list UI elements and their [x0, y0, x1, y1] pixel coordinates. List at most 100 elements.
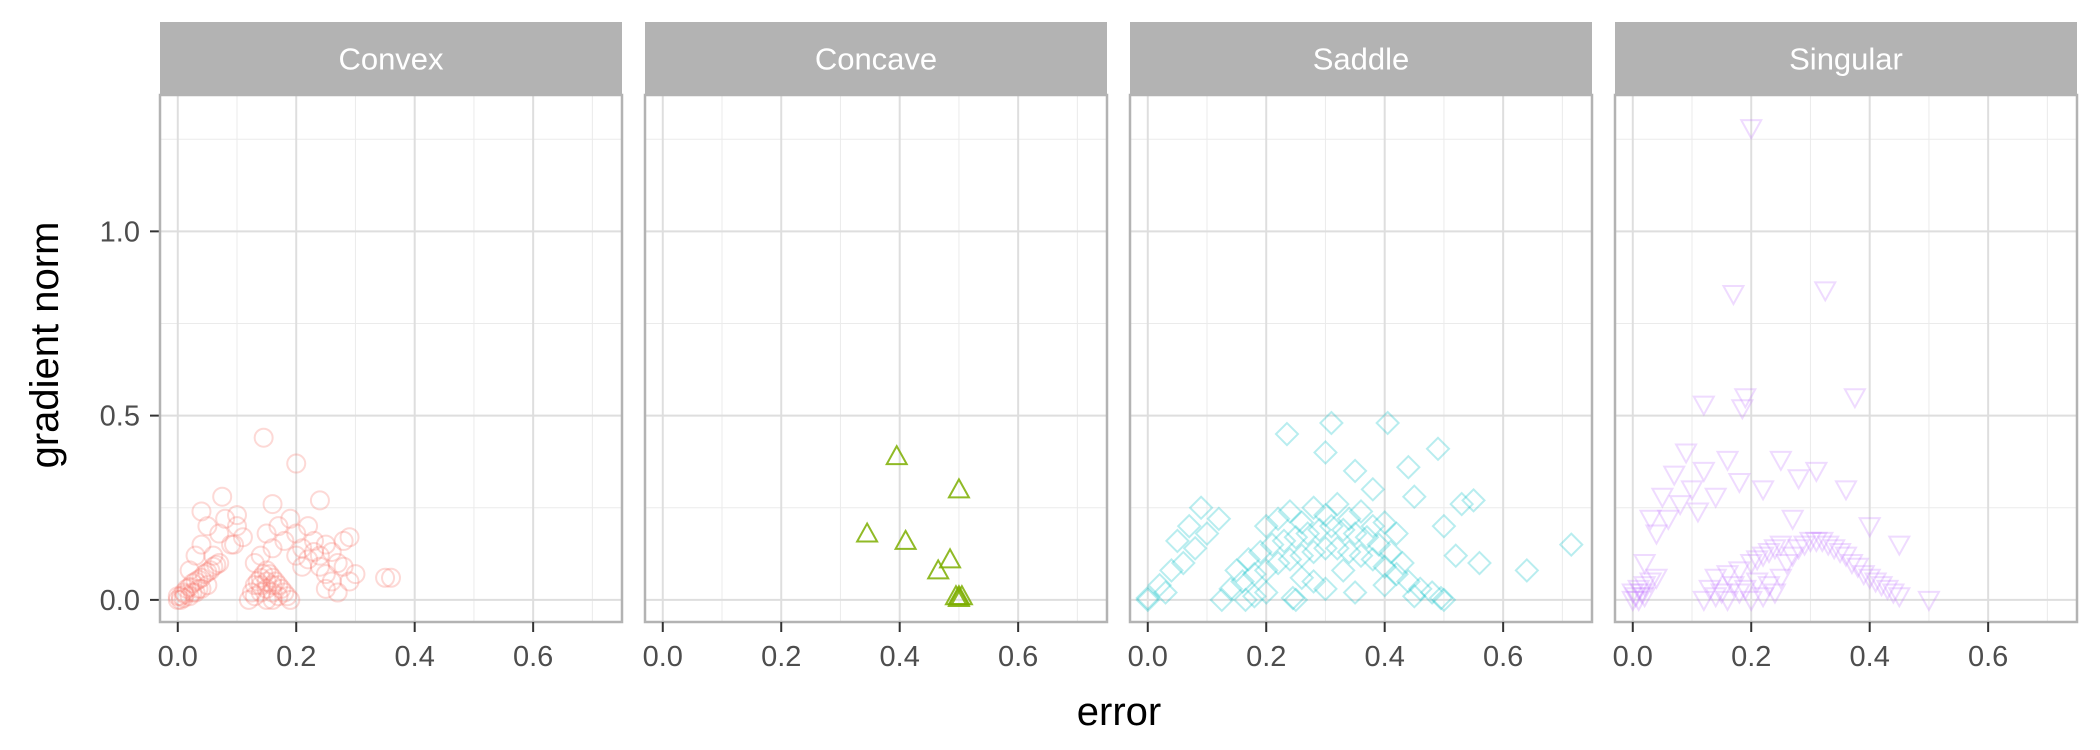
data-point: [188, 578, 209, 599]
data-point: [259, 564, 280, 585]
data-point: [1698, 579, 1722, 601]
data-point: [1224, 557, 1250, 583]
data-point: [250, 582, 271, 603]
panel-border: [1128, 93, 1594, 624]
data-point: [203, 545, 224, 566]
data-point: [1194, 521, 1220, 546]
data-point: [221, 534, 242, 555]
data-point: [197, 562, 218, 583]
data-point: [173, 582, 194, 603]
data-point: [1558, 532, 1584, 558]
data-point: [1514, 557, 1540, 583]
data-point: [1840, 554, 1864, 576]
data-point: [1739, 119, 1763, 141]
data-point: [1324, 491, 1350, 517]
facet-strip-label: Concave: [815, 42, 937, 77]
data-point: [1395, 569, 1421, 594]
data-point: [256, 589, 277, 610]
data-point: [286, 523, 307, 544]
data-point: [1313, 502, 1338, 528]
data-point: [327, 553, 348, 574]
data-point: [1786, 469, 1811, 491]
data-point: [212, 486, 233, 507]
data-point: [209, 523, 230, 544]
data-point: [268, 516, 289, 537]
data-point: [1775, 554, 1799, 576]
data-point: [1295, 521, 1321, 546]
data-point: [309, 545, 330, 566]
data-point: [271, 578, 292, 599]
data-point: [339, 527, 360, 548]
data-point: [256, 571, 277, 592]
data-point: [947, 477, 971, 499]
data-point: [1135, 585, 1161, 611]
data-point: [1828, 542, 1852, 565]
data-point: [315, 564, 336, 585]
data-point: [1834, 546, 1858, 568]
data-point: [1703, 568, 1728, 590]
data-point: [1751, 480, 1775, 502]
data-point: [1280, 585, 1306, 611]
data-point: [1372, 510, 1398, 535]
data-point: [179, 560, 200, 581]
data-point: [167, 589, 188, 610]
data-point: [1354, 524, 1380, 550]
x-tick-label: 0.6: [998, 641, 1038, 673]
data-point: [327, 582, 348, 603]
data-point: [1846, 557, 1870, 579]
facet-strip-label: Convex: [338, 42, 444, 77]
data-point: [224, 534, 245, 555]
data-point: [1401, 484, 1427, 510]
data-point: [1834, 480, 1858, 502]
data-point: [268, 586, 289, 607]
data-point: [1209, 587, 1235, 613]
data-point: [1265, 550, 1291, 576]
data-point: [1431, 587, 1457, 613]
data-point: [1342, 521, 1368, 546]
data-point: [1233, 587, 1258, 613]
data-point: [1769, 450, 1793, 472]
data-point: [1443, 543, 1469, 569]
data-point: [938, 547, 962, 569]
data-point: [1703, 587, 1728, 609]
data-point: [1188, 495, 1214, 521]
data-point: [1241, 561, 1267, 587]
data-point: [1887, 587, 1912, 609]
data-point: [1153, 580, 1178, 605]
data-point: [1164, 528, 1190, 554]
data-point: [203, 556, 224, 577]
data-point: [1330, 557, 1356, 583]
data-point: [1875, 579, 1900, 601]
data-point: [1301, 495, 1327, 521]
data-point: [1621, 590, 1645, 612]
data-point: [1852, 565, 1876, 587]
data-point: [250, 545, 271, 566]
data-point: [1236, 546, 1261, 572]
data-point: [1810, 531, 1835, 553]
data-point: [1626, 590, 1651, 612]
data-point: [1686, 502, 1710, 524]
panel-border: [643, 93, 1109, 624]
data-point: [1739, 554, 1763, 576]
data-point: [1650, 487, 1675, 509]
data-point: [244, 575, 265, 596]
x-tick-label: 0.6: [1483, 641, 1523, 673]
x-tick-label: 0.4: [880, 641, 920, 673]
data-point: [1425, 436, 1451, 462]
data-point: [1170, 550, 1196, 576]
data-point: [1401, 583, 1427, 609]
x-tick-label: 0.0: [158, 641, 198, 673]
facet-panel-saddle: Saddle 0.0 0.2 0.4 0.6: [1128, 22, 1594, 673]
data-point: [1715, 565, 1740, 587]
data-point: [262, 589, 283, 610]
data-point: [1727, 561, 1752, 583]
data-point: [176, 578, 197, 599]
data-point: [1342, 458, 1368, 484]
data-point: [227, 516, 247, 537]
data-point: [1313, 576, 1338, 602]
data-point: [1644, 524, 1669, 546]
data-point: [1461, 487, 1486, 513]
data-point: [1247, 539, 1273, 565]
data-point: [1366, 532, 1392, 558]
y-tick-label: 1.0: [100, 216, 140, 248]
